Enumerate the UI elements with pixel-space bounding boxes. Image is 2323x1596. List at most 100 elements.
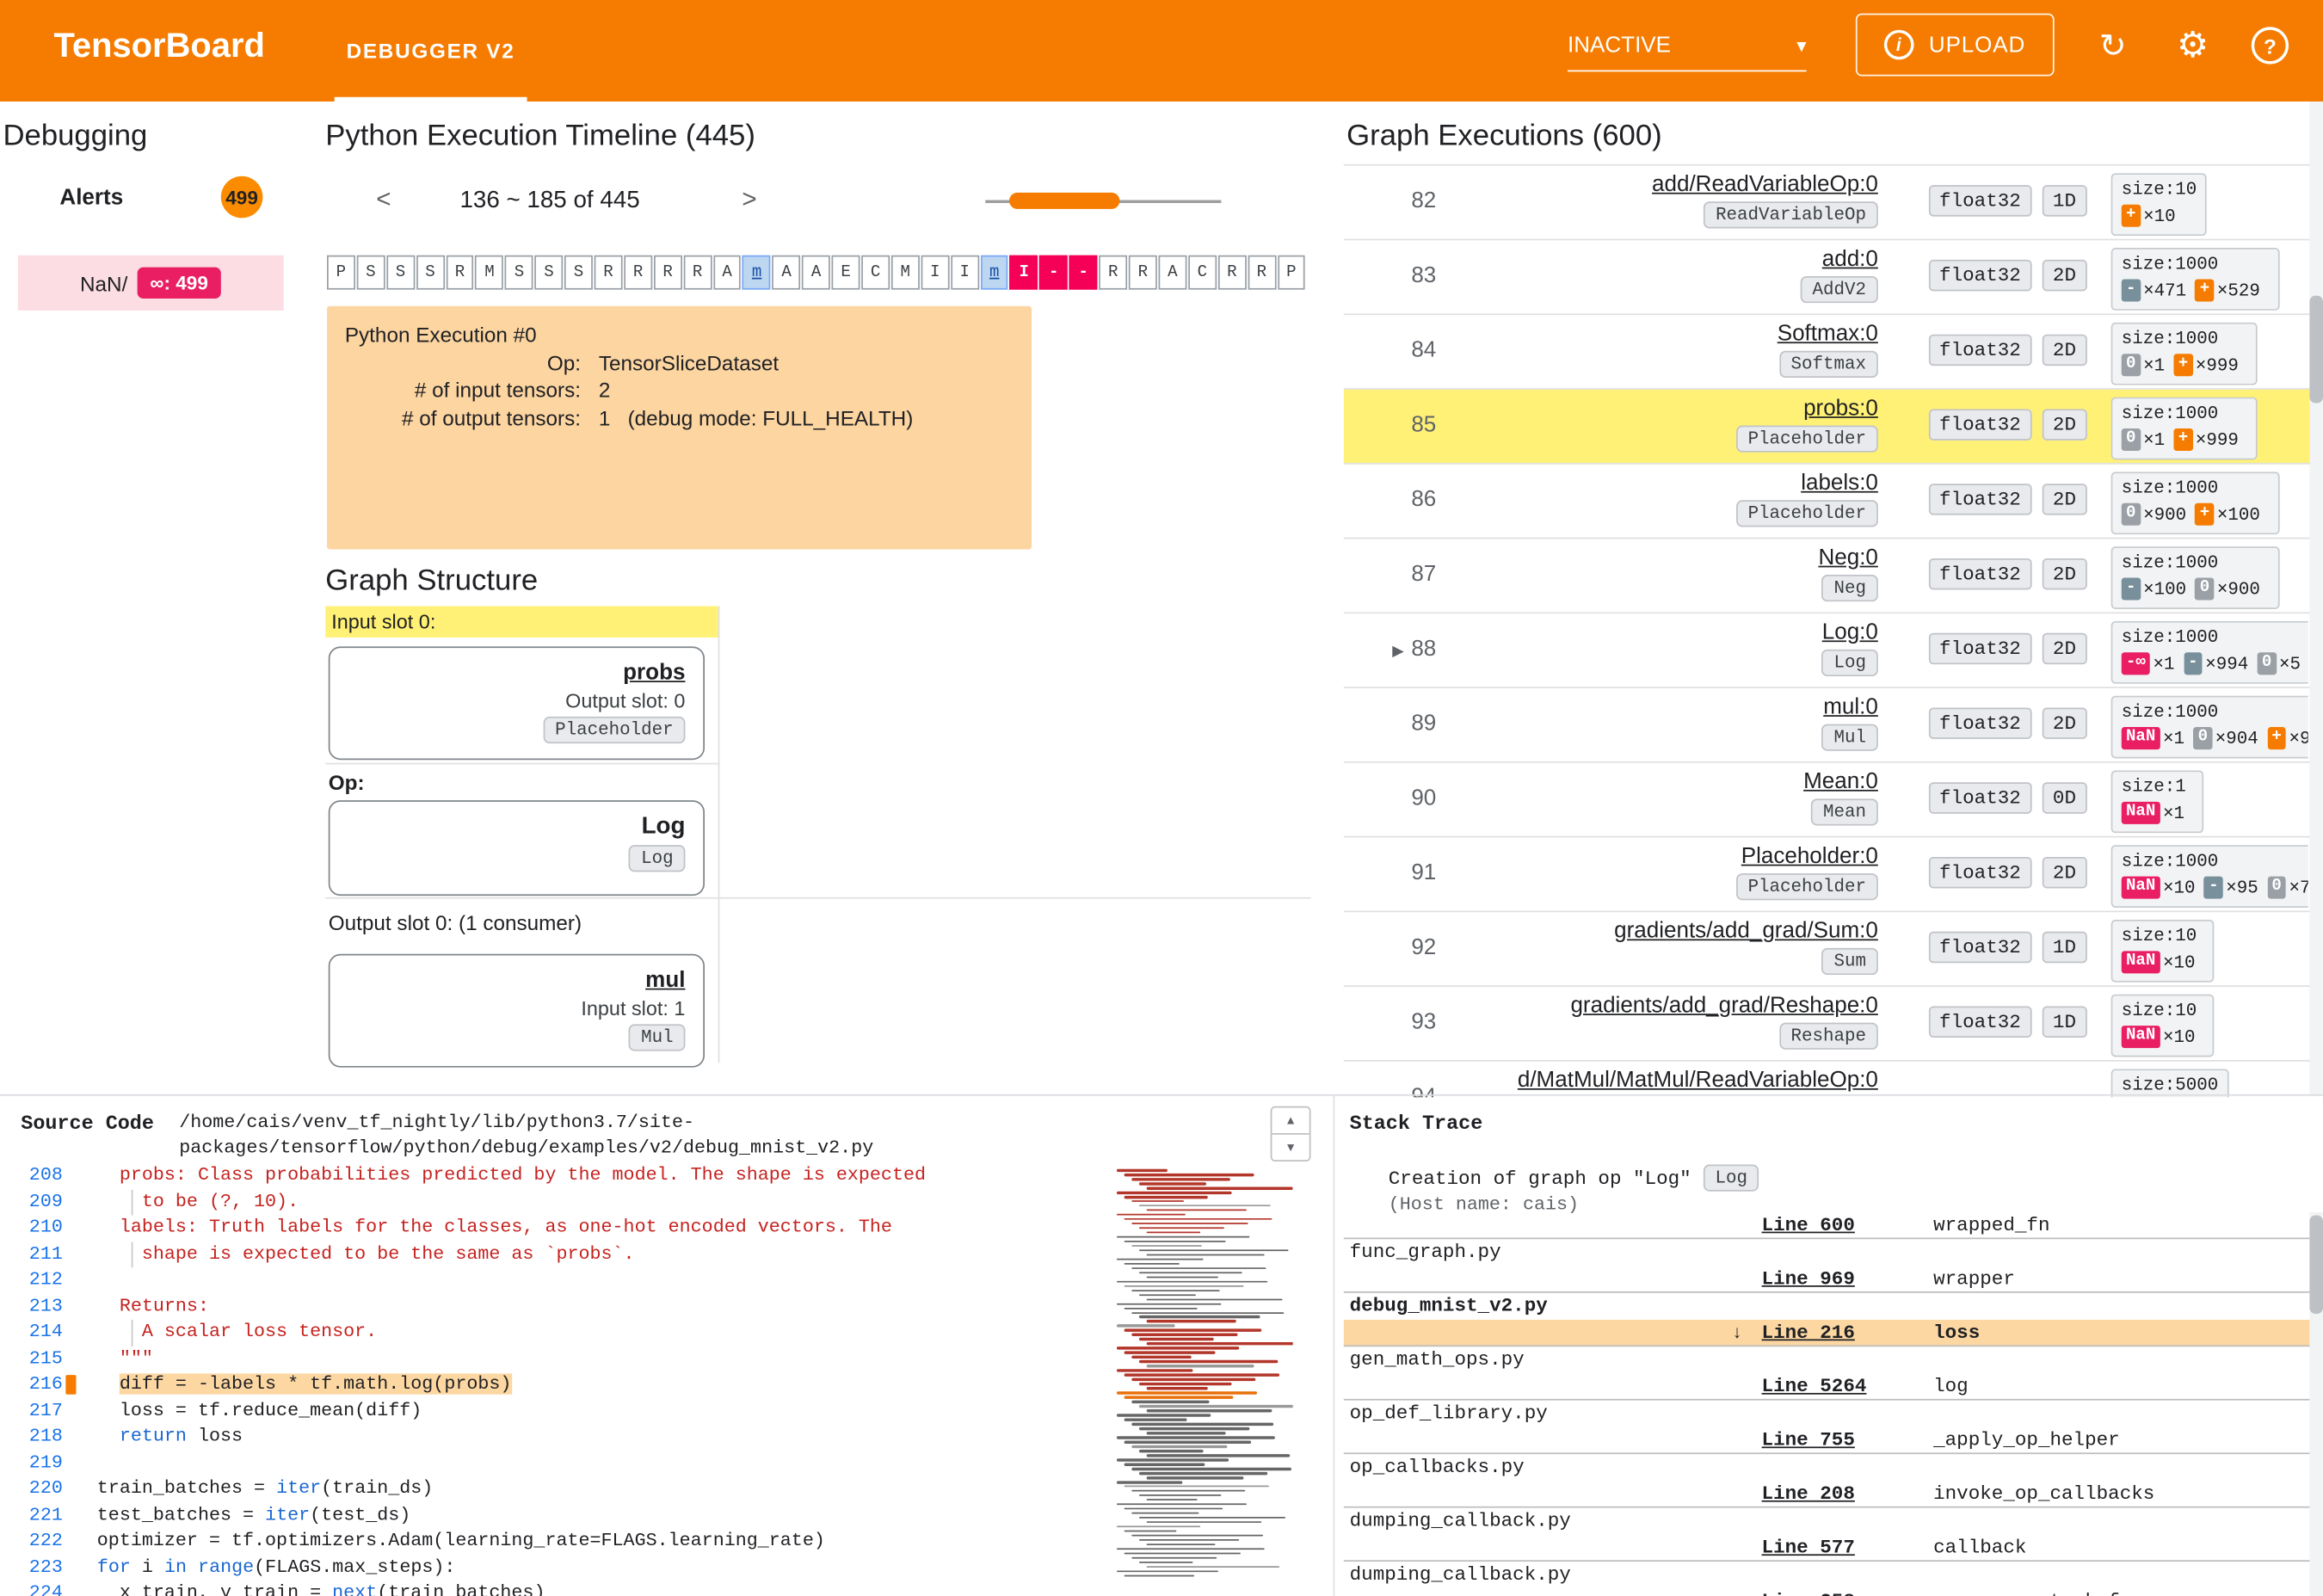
timeline-tile[interactable]: C	[1187, 255, 1217, 290]
code-minimap[interactable]	[1116, 1168, 1293, 1593]
stepper-down-button[interactable]: ▼	[1272, 1133, 1309, 1160]
timeline-tile[interactable]: R	[653, 255, 682, 290]
stack-line-link[interactable]: Line 600	[1761, 1213, 1855, 1236]
timeline-tile[interactable]: A	[1158, 255, 1187, 290]
tensor-name-link[interactable]: add:0	[1821, 246, 1878, 272]
graph-execution-row[interactable]: 89 mul:0 Mul float32 2D size:1000 NaN ×1 0 ×904 + ×…	[1343, 688, 2312, 763]
tensor-name-link[interactable]: mul:0	[1823, 693, 1878, 720]
stack-frame-row[interactable]: Line 5264 log	[1343, 1373, 2312, 1401]
stack-line-link[interactable]: Line 258	[1762, 1588, 1855, 1596]
stack-line-link[interactable]: Line 216	[1761, 1321, 1855, 1344]
slider-handle[interactable]	[1009, 192, 1120, 209]
stack-line-link[interactable]: Line 577	[1761, 1536, 1855, 1559]
timeline-tile[interactable]: m	[980, 255, 1009, 290]
size-label: size:1	[2121, 776, 2186, 798]
graph-execution-row[interactable]: ▶ 88 Log:0 Log float32 2D size:1000 -∞ ×1- ×994 0 ×…	[1343, 613, 2312, 688]
timeline-tile[interactable]: C	[861, 255, 890, 290]
stack-frame-row[interactable]: Line 600 wrapped_fn	[1343, 1212, 2312, 1240]
timeline-tile[interactable]: S	[356, 255, 385, 290]
scrollbar-track[interactable]	[2309, 101, 2323, 1096]
timeline-tile[interactable]: S	[534, 255, 564, 290]
timeline-tile[interactable]: M	[890, 255, 920, 290]
run-status-select[interactable]: INACTIVE ▾	[1567, 21, 1807, 72]
timeline-prev-button[interactable]: <	[376, 185, 391, 214]
timeline-tile[interactable]: -	[1039, 255, 1069, 290]
stack-line-link[interactable]: Line 5264	[1761, 1375, 1867, 1398]
stepper-up-button[interactable]: ▲	[1285, 1113, 1297, 1128]
help-icon[interactable]: ?	[2251, 27, 2289, 65]
stack-frame-row[interactable]: Line 577 callback	[1343, 1535, 2312, 1562]
timeline-tile[interactable]: E	[831, 255, 860, 290]
upload-button[interactable]: i UPLOAD	[1855, 13, 2055, 77]
timeline-slider[interactable]	[985, 191, 1222, 212]
tensor-name-link[interactable]: Softmax:0	[1777, 321, 1878, 347]
timeline-tile[interactable]: R	[1247, 255, 1276, 290]
output-node-link[interactable]: mul	[645, 967, 686, 993]
tensor-name-link[interactable]: gradients/add_grad/Reshape:0	[1570, 992, 1878, 1019]
graph-execution-row[interactable]: 90 Mean:0 Mean float32 0D size:1 NaN ×1	[1343, 763, 2312, 838]
timeline-tile[interactable]: R	[446, 255, 474, 290]
tensor-name-link[interactable]: gradients/add_grad/Sum:0	[1614, 918, 1878, 944]
tensor-name-link[interactable]: d/MatMul/MatMul/ReadVariableOp:0	[1517, 1067, 1878, 1094]
input-node-link[interactable]: probs	[623, 659, 686, 686]
timeline-tile[interactable]: -	[1069, 255, 1098, 290]
graph-execution-row[interactable]: 82 add/ReadVariableOp:0 ReadVariableOp floa…	[1343, 166, 2312, 241]
graph-execution-row[interactable]: 84 Softmax:0 Softmax float32 2D size:1000 0 ×1 +…	[1343, 315, 2312, 390]
code-editor[interactable]: 208 probs: Class probabilities predicted…	[0, 1163, 1108, 1596]
timeline-tile[interactable]: R	[624, 255, 652, 290]
tensor-name-link[interactable]: Log:0	[1821, 619, 1878, 645]
timeline-tile[interactable]: S	[416, 255, 445, 290]
graph-execution-row[interactable]: 87 Neg:0 Neg float32 2D size:1000 - ×100 0 ×900	[1343, 539, 2312, 614]
timeline-tile[interactable]: S	[564, 255, 593, 290]
stack-line-link[interactable]: Line 969	[1761, 1267, 1855, 1291]
timeline-tile[interactable]: m	[742, 255, 771, 290]
stack-frame-row[interactable]: Line 755 _apply_op_helper	[1343, 1427, 2312, 1455]
tensor-name-link[interactable]: Neg:0	[1818, 545, 1878, 570]
timeline-tile[interactable]: A	[772, 255, 801, 290]
graph-execution-row[interactable]: 83 add:0 AddV2 float32 2D size:1000 - ×471 + ×529	[1343, 240, 2312, 316]
timeline-tile[interactable]: M	[475, 255, 504, 290]
tensor-name-link[interactable]: Placeholder:0	[1741, 843, 1878, 869]
timeline-tile[interactable]: R	[1099, 255, 1128, 290]
graph-execution-row[interactable]: 94 d/MatMul/MatMul/ReadVariableOp:0 size:5…	[1344, 1062, 2311, 1098]
graph-execution-row[interactable]: 92 gradients/add_grad/Sum:0 Sum float32 1D si…	[1343, 912, 2312, 987]
size-label: size:5000	[2121, 1075, 2219, 1096]
timeline-tile[interactable]: I	[950, 255, 979, 290]
stack-frame-row[interactable]: Line 969 wrapper	[1343, 1266, 2312, 1293]
tensor-name-link[interactable]: labels:0	[1801, 470, 1878, 496]
tensor-name-link[interactable]: Mean:0	[1803, 768, 1878, 795]
timeline-tile[interactable]: I	[1009, 255, 1038, 290]
tensor-name-link[interactable]: add/ReadVariableOp:0	[1652, 171, 1878, 198]
timeline-next-button[interactable]: >	[742, 185, 757, 214]
timeline-tile[interactable]: R	[1128, 255, 1157, 290]
scrollbar-thumb[interactable]	[2309, 295, 2323, 404]
stack-line-link[interactable]: Line 208	[1761, 1482, 1855, 1506]
timeline-tile[interactable]: R	[594, 255, 623, 290]
timeline-tile[interactable]: P	[1277, 255, 1306, 290]
timeline-tile[interactable]: P	[327, 255, 355, 290]
tab-debugger-v2[interactable]: DEBUGGER V2	[334, 0, 527, 102]
stack-line-link[interactable]: Line 755	[1761, 1428, 1855, 1451]
timeline-tile[interactable]: A	[802, 255, 831, 290]
nan-alert-filter[interactable]: NaN/ ∞: 499	[17, 255, 284, 311]
scrollbar-thumb[interactable]	[2309, 1215, 2323, 1314]
timeline-tile[interactable]: R	[1217, 255, 1247, 290]
stack-frame-row[interactable]: Line 258 _process_stack_frames	[1344, 1588, 2311, 1596]
timeline-tile[interactable]: S	[505, 255, 533, 290]
settings-gear-icon[interactable]: ⚙	[2176, 25, 2209, 66]
line-number: 224	[28, 1582, 63, 1596]
timeline-tile[interactable]: R	[683, 255, 712, 290]
tensor-name-link[interactable]: probs:0	[1803, 395, 1878, 422]
debugging-title: Debugging	[3, 119, 148, 152]
stack-frame-row[interactable]: ↓ Line 216 loss	[1343, 1319, 2312, 1347]
timeline-tile[interactable]: A	[712, 255, 742, 290]
graph-execution-row[interactable]: 86 labels:0 Placeholder float32 2D size:1000 0…	[1343, 465, 2312, 539]
graph-execution-row[interactable]: 91 Placeholder:0 Placeholder float32 2D size:…	[1343, 837, 2312, 913]
graph-execution-row[interactable]: 93 gradients/add_grad/Reshape:0 Reshape flo…	[1343, 987, 2312, 1062]
expand-arrow-icon[interactable]: ▶	[1392, 643, 1404, 660]
timeline-tile[interactable]: S	[386, 255, 415, 290]
refresh-icon[interactable]: ↻	[2098, 27, 2127, 65]
stack-frame-row[interactable]: Line 208 invoke_op_callbacks	[1343, 1481, 2312, 1508]
timeline-tile[interactable]: I	[921, 255, 950, 290]
graph-execution-row[interactable]: 85 probs:0 Placeholder float32 2D size:1000 0 ×…	[1343, 389, 2312, 465]
